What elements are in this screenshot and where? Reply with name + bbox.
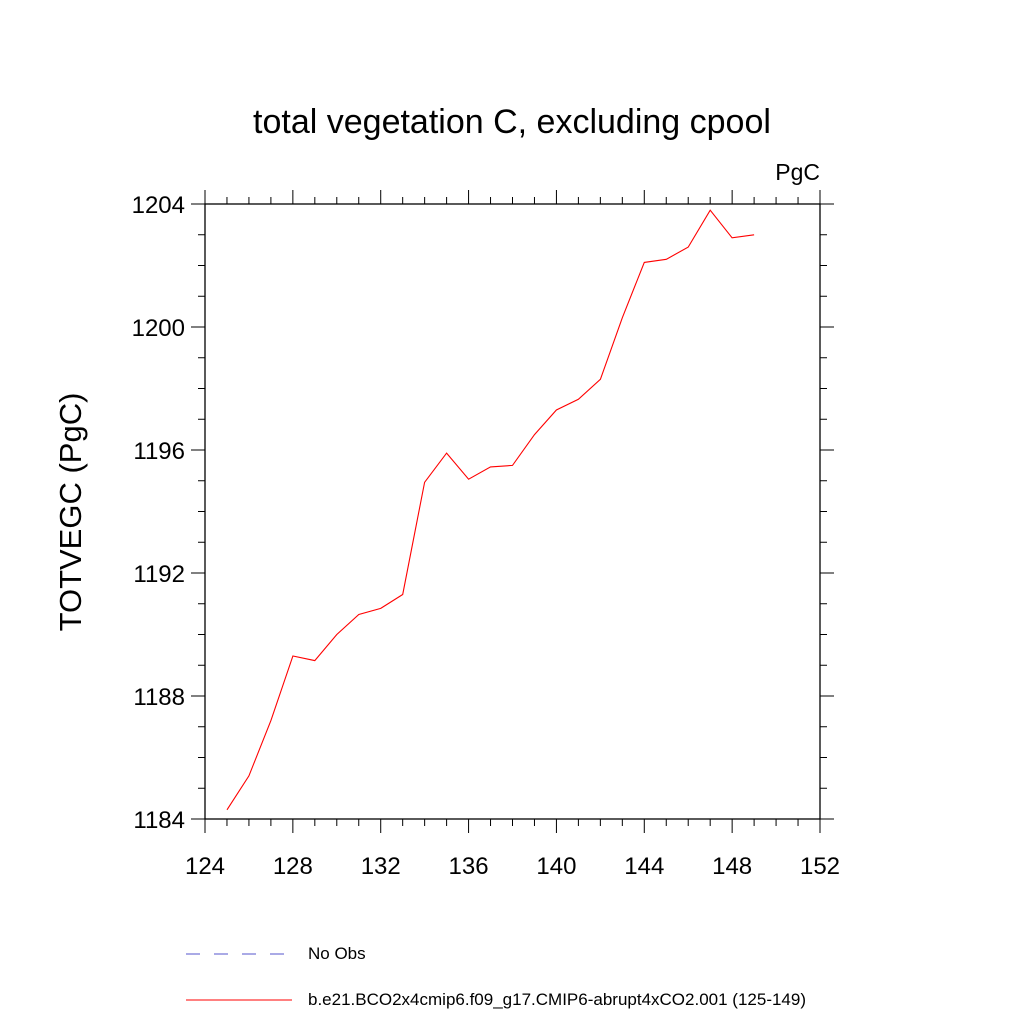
- y-axis-label: TOTVEGC (PgC): [53, 393, 88, 632]
- y-tick-label: 1184: [133, 807, 185, 834]
- axis-tick-labels: 124 128 132 136 140 144 148 152 1184 1188 1192 1196…: [132, 192, 840, 880]
- x-tick-label: 136: [449, 853, 489, 880]
- y-tick-label: 1204: [132, 192, 185, 219]
- plot-frame: [204, 203, 821, 820]
- series-lines: [226, 209, 755, 811]
- x-tick-label: 124: [185, 853, 225, 880]
- y-tick-label: 1192: [133, 561, 185, 588]
- x-tick-label: 132: [361, 853, 401, 880]
- x-tick-label: 152: [800, 853, 840, 880]
- legend-label-no-obs: No Obs: [308, 944, 366, 963]
- axis-ticks: [191, 190, 834, 833]
- y-tick-label: 1188: [133, 684, 185, 711]
- legend-label-model-run: b.e21.BCO2x4cmip6.f09_g17.CMIP6-abrupt4x…: [308, 990, 806, 1009]
- x-tick-label: 140: [536, 853, 576, 880]
- x-tick-label: 148: [712, 853, 752, 880]
- legend: No Obs b.e21.BCO2x4cmip6.f09_g17.CMIP6-a…: [186, 944, 806, 1009]
- x-tick-label: 128: [273, 853, 313, 880]
- units-label: PgC: [775, 159, 820, 185]
- x-tick-label: 144: [624, 853, 664, 880]
- series-line: [226, 209, 755, 811]
- chart-title: total vegetation C, excluding cpool: [253, 103, 771, 141]
- y-tick-label: 1200: [132, 315, 185, 342]
- y-tick-label: 1196: [133, 438, 185, 465]
